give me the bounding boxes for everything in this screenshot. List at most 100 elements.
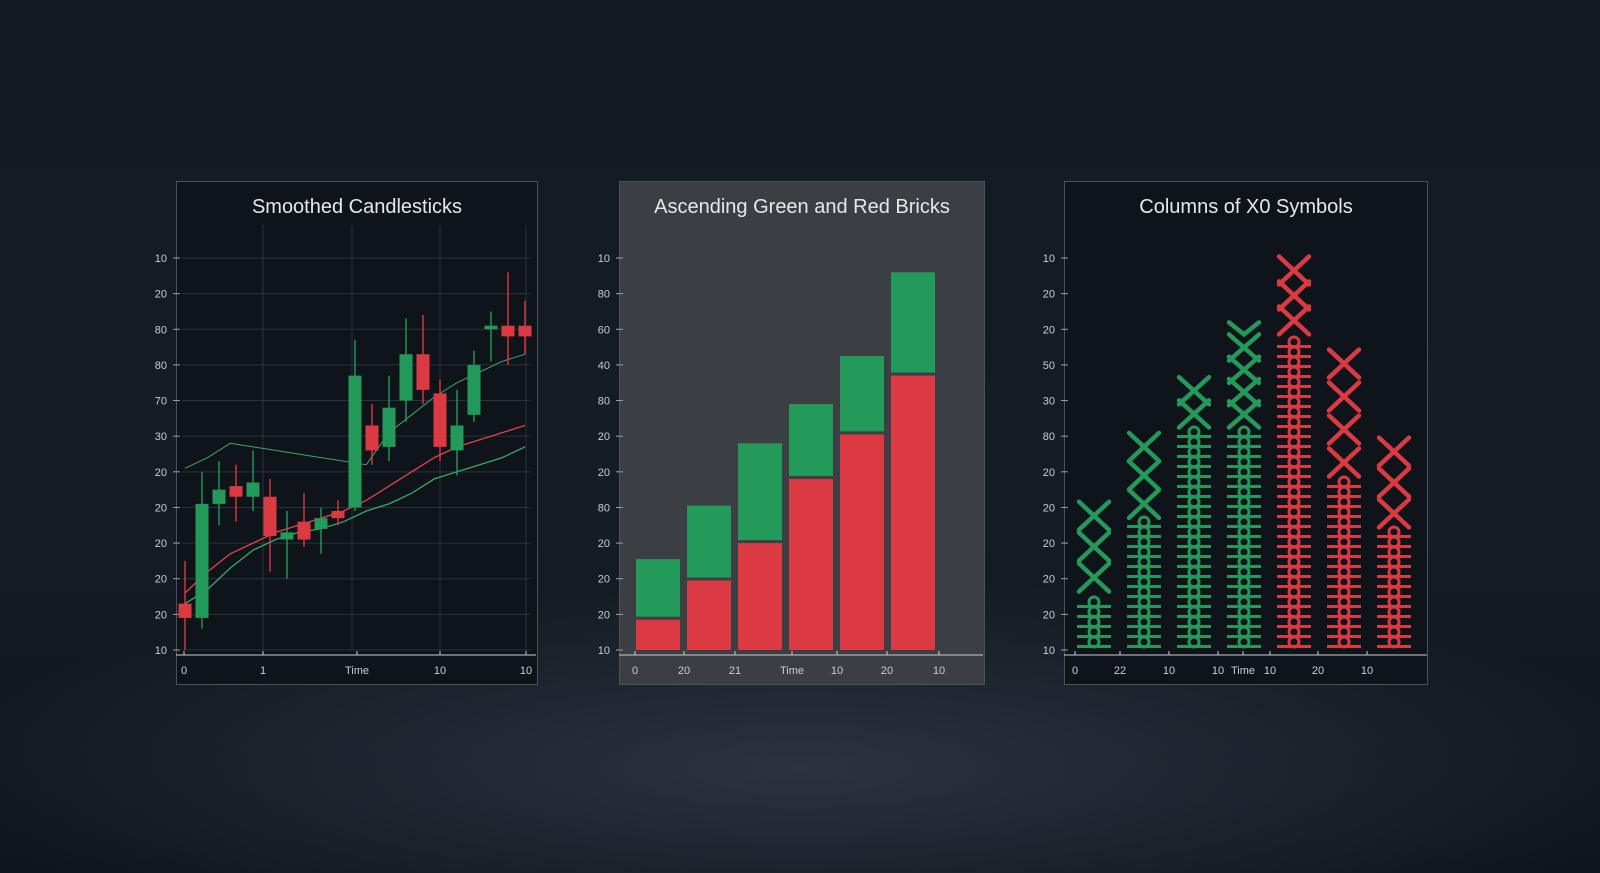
y-tick-label: 70 xyxy=(155,396,167,408)
o-mark xyxy=(1337,475,1351,489)
y-tick-label: 20 xyxy=(1043,502,1055,514)
candle-body xyxy=(433,393,447,447)
o-mark xyxy=(1287,335,1301,349)
y-tick-label: 10 xyxy=(598,253,610,265)
y-tick-label: 20 xyxy=(598,467,610,479)
x-tick-label: 0 xyxy=(1072,665,1078,677)
x-mark xyxy=(1226,376,1262,408)
candle-body xyxy=(382,407,396,447)
x-mark xyxy=(1376,466,1412,499)
candle-body xyxy=(331,511,345,519)
candle-body xyxy=(467,364,481,415)
check-mark xyxy=(1226,320,1262,338)
candle-body xyxy=(501,325,515,337)
x-tick-label: Time xyxy=(345,665,369,677)
xo-column xyxy=(1226,320,1262,649)
x-mark xyxy=(1376,497,1412,530)
x-tick-label: 0 xyxy=(181,665,187,677)
x-tick-label: 21 xyxy=(729,665,741,677)
x-mark xyxy=(1176,374,1212,407)
x-tick-label: 10 xyxy=(520,665,532,677)
chart-title: Smoothed Candlesticks xyxy=(251,196,463,218)
x-tick-label: 0 xyxy=(632,665,638,677)
chart-title: Columns of X0 Symbols xyxy=(1139,196,1353,218)
candle-body xyxy=(518,325,532,337)
x-mark xyxy=(1326,380,1362,413)
y-tick-label: 40 xyxy=(598,360,610,372)
x-tick-label: 10 xyxy=(1264,665,1276,677)
x-tick-label: 10 xyxy=(434,665,446,677)
y-tick-label: 20 xyxy=(1043,289,1055,301)
o-mark xyxy=(1137,515,1151,529)
x-tick-label: 22 xyxy=(1114,665,1126,677)
y-tick-label: 80 xyxy=(598,502,610,514)
x-tick-label: Time xyxy=(780,665,804,677)
x-tick-label: 1 xyxy=(260,665,266,677)
x-tick-label: 10 xyxy=(1163,665,1175,677)
y-tick-label: 10 xyxy=(155,253,167,265)
candle-body xyxy=(450,425,464,451)
candle-body xyxy=(280,532,294,540)
x-tick-label: 10 xyxy=(831,665,843,677)
x-mark xyxy=(1126,430,1162,464)
y-tick-label: 20 xyxy=(598,431,610,443)
xo-column xyxy=(1326,347,1362,649)
axes-2: 10 20 20 50 30 80 20 20 20 20 20 10 0 22 10 10 Time 10 20 1… xyxy=(1043,253,1427,677)
chart-title: Ascending Green and Red Bricks xyxy=(654,196,950,218)
y-tick-label: 20 xyxy=(155,289,167,301)
y-tick-label: 10 xyxy=(1043,645,1055,657)
candle-body xyxy=(416,354,430,390)
x-tick-label: 20 xyxy=(678,665,690,677)
o-mark xyxy=(1087,595,1101,609)
moving-average-green xyxy=(184,446,526,605)
x-mark xyxy=(1226,398,1262,430)
red-brick xyxy=(789,478,833,650)
x-mark xyxy=(1076,499,1112,533)
candle-body xyxy=(297,521,311,540)
x-mark xyxy=(1276,304,1312,337)
candle-body xyxy=(178,603,192,618)
y-tick-label: 20 xyxy=(155,502,167,514)
red-brick xyxy=(636,619,680,650)
y-tick-label: 20 xyxy=(598,609,610,621)
x-mark xyxy=(1326,413,1362,446)
y-tick-label: 80 xyxy=(598,289,610,301)
x-mark xyxy=(1326,347,1362,380)
candle-body xyxy=(399,354,413,401)
y-tick-label: 60 xyxy=(598,324,610,336)
x-tick-label: 20 xyxy=(881,665,893,677)
green-brick xyxy=(840,356,884,432)
x-tick-label: 10 xyxy=(1212,665,1224,677)
axes-1: 10 80 60 40 80 20 20 80 20 20 20 10 0 20 21 Time 10 20 10 xyxy=(598,253,983,677)
candle-body xyxy=(263,496,277,536)
y-tick-label: 80 xyxy=(598,396,610,408)
x-mark xyxy=(1076,561,1112,594)
x-tick-label: 10 xyxy=(933,665,945,677)
x-mark xyxy=(1176,398,1212,430)
x-mark xyxy=(1126,487,1162,521)
y-tick-label: 20 xyxy=(155,574,167,586)
y-tick-label: 20 xyxy=(598,538,610,550)
x-mark xyxy=(1276,279,1312,312)
green-brick xyxy=(738,443,782,541)
x-mark xyxy=(1376,435,1412,468)
green-brick xyxy=(891,272,935,373)
y-tick-label: 80 xyxy=(155,360,167,372)
x-mark xyxy=(1276,254,1312,287)
xo-column xyxy=(1076,499,1112,649)
y-tick-label: 10 xyxy=(598,645,610,657)
y-tick-label: 20 xyxy=(598,574,610,586)
x-mark xyxy=(1226,354,1262,386)
x-mark xyxy=(1326,446,1362,479)
x-tick-label: 10 xyxy=(1361,665,1373,677)
x-mark xyxy=(1126,459,1162,492)
red-brick xyxy=(891,375,935,650)
candle-body xyxy=(314,518,328,529)
y-tick-label: 20 xyxy=(1043,609,1055,621)
red-brick xyxy=(738,543,782,650)
red-brick xyxy=(840,434,884,650)
red-brick xyxy=(687,580,731,650)
y-tick-label: 80 xyxy=(155,324,167,336)
y-tick-label: 20 xyxy=(155,467,167,479)
